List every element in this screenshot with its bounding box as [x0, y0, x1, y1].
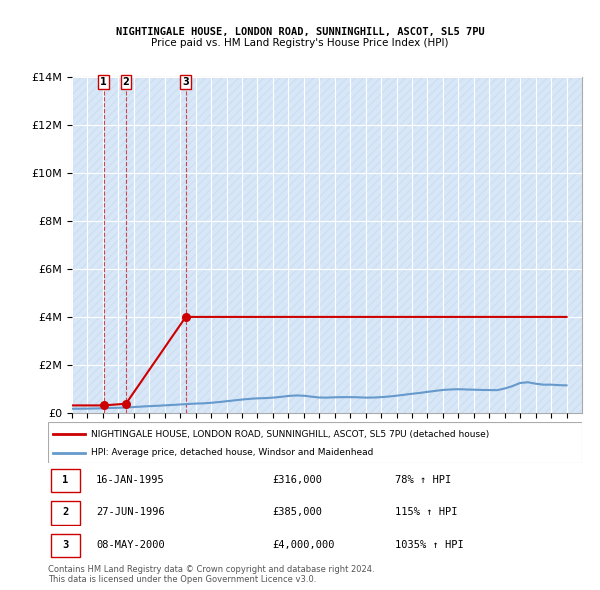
- Text: 16-JAN-1995: 16-JAN-1995: [96, 475, 165, 485]
- Text: NIGHTINGALE HOUSE, LONDON ROAD, SUNNINGHILL, ASCOT, SL5 7PU: NIGHTINGALE HOUSE, LONDON ROAD, SUNNINGH…: [116, 27, 484, 37]
- Point: [121, 399, 131, 408]
- Text: NIGHTINGALE HOUSE, LONDON ROAD, SUNNINGHILL, ASCOT, SL5 7PU (detached house): NIGHTINGALE HOUSE, LONDON ROAD, SUNNINGH…: [91, 430, 489, 439]
- FancyBboxPatch shape: [50, 502, 80, 525]
- Text: 78% ↑ HPI: 78% ↑ HPI: [395, 475, 451, 485]
- Text: Price paid vs. HM Land Registry's House Price Index (HPI): Price paid vs. HM Land Registry's House …: [151, 38, 449, 48]
- Text: 3: 3: [62, 540, 68, 550]
- Text: 3: 3: [182, 77, 189, 87]
- Text: Contains HM Land Registry data © Crown copyright and database right 2024.
This d: Contains HM Land Registry data © Crown c…: [48, 565, 374, 584]
- Text: 1: 1: [100, 77, 107, 87]
- Text: 1: 1: [62, 475, 68, 485]
- Text: HPI: Average price, detached house, Windsor and Maidenhead: HPI: Average price, detached house, Wind…: [91, 448, 373, 457]
- FancyBboxPatch shape: [50, 469, 80, 492]
- Text: £385,000: £385,000: [272, 507, 322, 517]
- Text: 1035% ↑ HPI: 1035% ↑ HPI: [395, 540, 464, 550]
- Text: 2: 2: [122, 77, 130, 87]
- FancyBboxPatch shape: [50, 534, 80, 557]
- Point: [181, 312, 191, 322]
- FancyBboxPatch shape: [48, 422, 582, 463]
- Point: [99, 401, 109, 410]
- Text: £316,000: £316,000: [272, 475, 322, 485]
- Text: 27-JUN-1996: 27-JUN-1996: [96, 507, 165, 517]
- Text: 08-MAY-2000: 08-MAY-2000: [96, 540, 165, 550]
- Text: 115% ↑ HPI: 115% ↑ HPI: [395, 507, 458, 517]
- Text: £4,000,000: £4,000,000: [272, 540, 335, 550]
- Text: 2: 2: [62, 507, 68, 517]
